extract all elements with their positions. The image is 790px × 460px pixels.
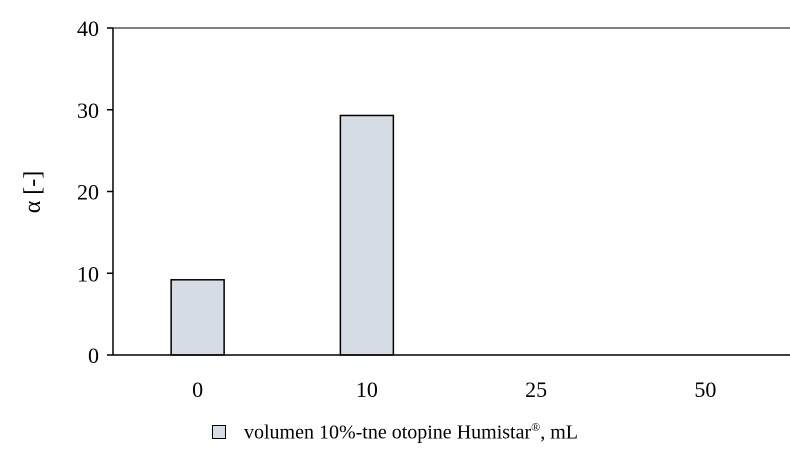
x-tick-label: 10 xyxy=(356,377,378,402)
x-tick-label: 50 xyxy=(694,377,716,402)
legend-label-registered-mark: ® xyxy=(531,420,541,434)
bars-group xyxy=(170,114,395,356)
y-tick-label: 30 xyxy=(77,98,99,123)
bar-10 xyxy=(339,114,395,356)
chart-canvas: 0 10 20 30 40 0 10 25 50 α [-] xyxy=(20,16,790,402)
legend-label: volumen 10%-tne otopine Humistar®, mL xyxy=(244,420,578,445)
y-tick-label: 10 xyxy=(77,261,99,286)
y-tick-label: 40 xyxy=(77,16,99,41)
legend: volumen 10%-tne otopine Humistar®, mL xyxy=(0,420,790,445)
x-tick-label: 25 xyxy=(525,377,547,402)
legend-label-main: volumen 10%-tne otopine Humistar xyxy=(243,421,532,444)
legend-label-unit: , mL xyxy=(540,421,579,444)
y-axis-title: α [-] xyxy=(20,171,46,214)
bar-0 xyxy=(170,279,225,356)
x-tick-label: 0 xyxy=(192,377,203,402)
y-tick-label: 0 xyxy=(88,343,99,368)
x-axis-ticks: 0 10 25 50 xyxy=(192,377,716,402)
y-axis-ticks: 0 10 20 30 40 xyxy=(77,16,113,368)
legend-swatch xyxy=(211,425,226,440)
y-tick-label: 20 xyxy=(77,180,99,205)
